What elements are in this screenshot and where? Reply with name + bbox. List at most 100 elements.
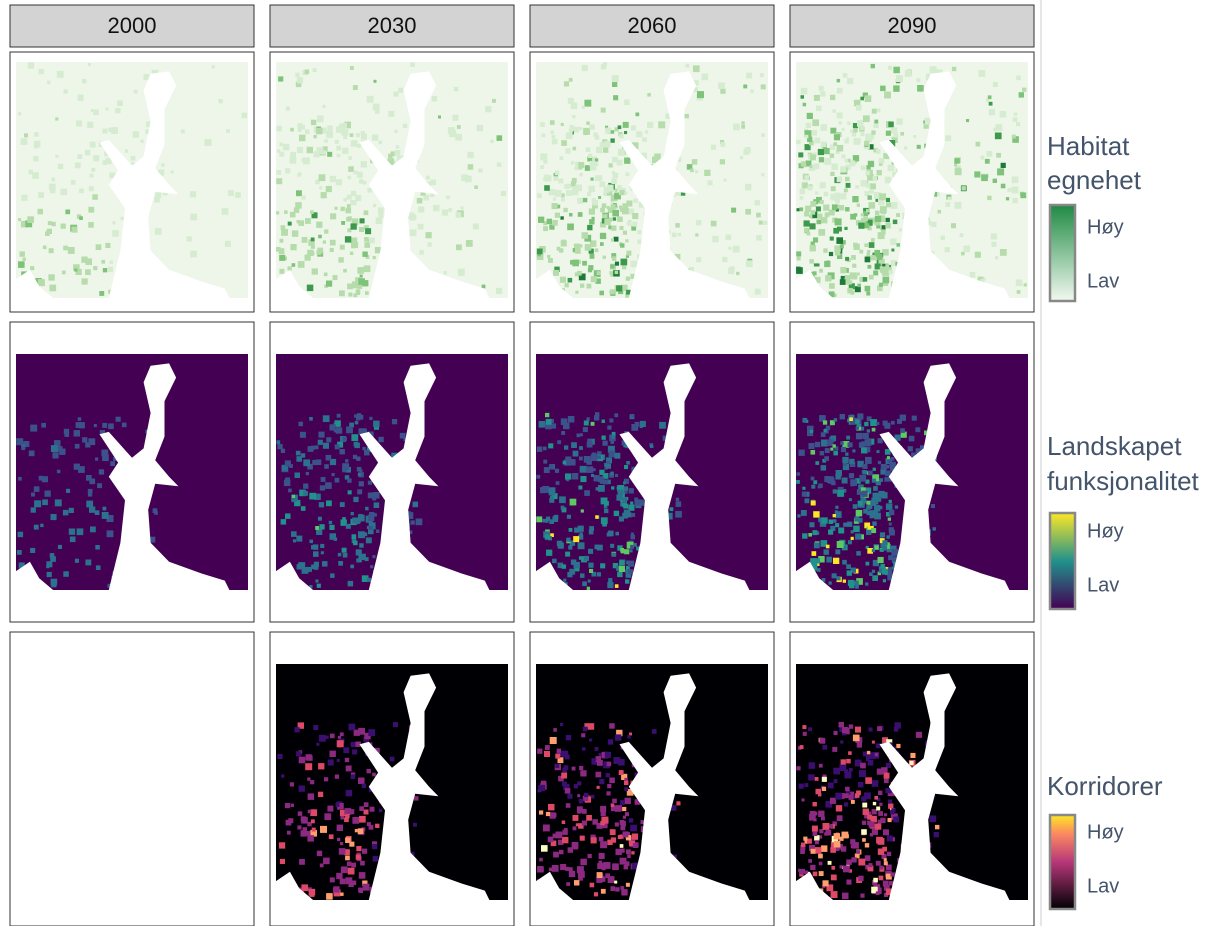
- map-cell: [590, 883, 595, 888]
- map-cell: [832, 573, 837, 578]
- map-cell: [619, 206, 622, 209]
- map-cell: [720, 89, 725, 94]
- map-cell: [576, 823, 579, 826]
- map-cell: [335, 478, 340, 483]
- map-cell: [562, 564, 566, 568]
- map-cell: [881, 207, 886, 212]
- map-cell: [369, 512, 374, 517]
- map-cell: [808, 859, 812, 863]
- map-cell: [837, 145, 844, 152]
- map-cell: [573, 815, 579, 821]
- map-cell: [357, 489, 362, 494]
- map-cell: [833, 768, 840, 775]
- map-cell: [342, 148, 348, 154]
- map-cell: [66, 489, 70, 493]
- map-cell: [822, 745, 827, 750]
- map-cell: [90, 527, 96, 533]
- map-cell: [562, 821, 566, 825]
- map-cell: [857, 284, 861, 288]
- map-cell: [630, 549, 633, 552]
- map-cell: [350, 200, 354, 204]
- map-cell: [600, 181, 606, 187]
- map-cell: [454, 87, 459, 92]
- map-cell: [809, 443, 815, 449]
- map-cell: [842, 727, 848, 733]
- map-cell: [835, 549, 840, 554]
- map-cell: [837, 490, 844, 497]
- map-cell: [615, 532, 619, 536]
- map-cell: [367, 96, 374, 103]
- map-cell: [624, 781, 628, 785]
- map-cell: [808, 727, 812, 731]
- map-cell: [607, 426, 611, 430]
- map-cell: [86, 475, 92, 481]
- map-cell: [423, 195, 429, 201]
- map-cell: [801, 510, 807, 516]
- map-cell: [305, 70, 310, 75]
- map-cell: [650, 445, 653, 448]
- map-cell: [613, 95, 618, 100]
- map-cell: [670, 507, 674, 511]
- map-cell: [952, 67, 956, 71]
- map-cell: [75, 162, 81, 168]
- map-cell: [548, 258, 553, 263]
- map-cell: [343, 269, 347, 273]
- map-cell: [833, 558, 839, 564]
- map-cell: [991, 233, 997, 239]
- map-cell: [614, 453, 620, 459]
- map-cell: [995, 256, 998, 259]
- map-cell: [891, 808, 895, 812]
- map-cell: [896, 213, 900, 217]
- map-cell: [71, 180, 76, 185]
- map-cell: [34, 525, 39, 530]
- map-cell: [364, 810, 369, 815]
- map-cell: [586, 815, 592, 821]
- map-cell: [839, 121, 842, 124]
- map-cell: [584, 490, 590, 496]
- map-cell: [316, 128, 323, 135]
- map-cell: [609, 419, 613, 423]
- map-cell: [490, 140, 493, 143]
- map-cell: [624, 100, 630, 106]
- map-cell: [823, 823, 830, 830]
- map-cell: [615, 262, 619, 266]
- map-cell: [616, 495, 622, 501]
- map-cell: [886, 503, 893, 510]
- legend-title: Habitat: [1047, 131, 1130, 161]
- map-cell: [543, 226, 548, 231]
- map-cell: [867, 751, 870, 754]
- map-cell: [618, 149, 625, 156]
- map-cell: [403, 124, 407, 128]
- map-cell: [600, 242, 604, 246]
- map-cell: [736, 272, 739, 275]
- map-cell: [350, 565, 354, 569]
- map-cell: [358, 728, 365, 735]
- legend-high: Høy: [1087, 520, 1124, 542]
- map-cell: [802, 798, 805, 801]
- map: [16, 62, 248, 298]
- map-cell: [48, 221, 52, 225]
- map-cell: [614, 237, 619, 242]
- map-cell: [866, 562, 870, 566]
- map-cell: [840, 244, 844, 248]
- map-cell: [302, 237, 308, 243]
- map-cell: [877, 170, 882, 175]
- map-cell: [102, 512, 109, 519]
- map-cell: [803, 732, 807, 736]
- map-cell: [561, 198, 565, 202]
- map-cell: [866, 171, 870, 175]
- map-cell: [624, 549, 629, 554]
- map-cell: [298, 811, 303, 816]
- map-cell: [298, 261, 305, 268]
- map-cell: [869, 202, 876, 209]
- map-cell: [796, 267, 803, 274]
- map-cell: [606, 791, 610, 795]
- map-cell: [108, 267, 113, 272]
- map-cell: [618, 125, 622, 129]
- map-cell: [838, 528, 844, 534]
- map-cell: [632, 213, 638, 219]
- map-cell: [857, 204, 860, 207]
- map-cell: [847, 522, 852, 527]
- map-cell: [814, 138, 820, 144]
- map-cell: [103, 268, 107, 272]
